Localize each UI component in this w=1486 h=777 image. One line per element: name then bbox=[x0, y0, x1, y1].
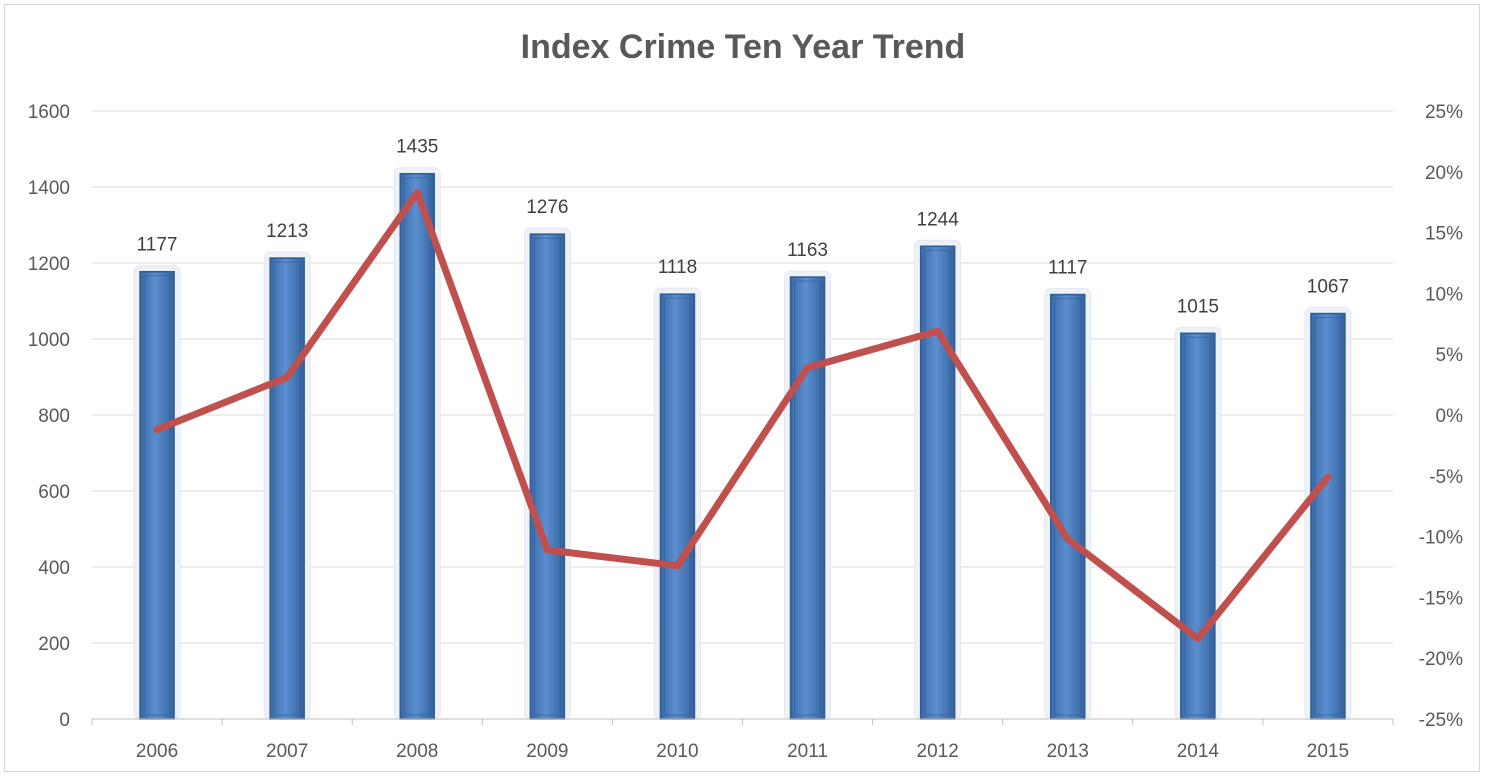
y-right-tick-label: -5% bbox=[1429, 467, 1463, 488]
bar bbox=[399, 172, 435, 720]
bar-data-label: 1117 bbox=[1048, 258, 1087, 279]
bar-bevel bbox=[794, 280, 822, 716]
axes: 0 200 400 600 800 1000 1200 1400 1600 -25% -20% -15… bbox=[28, 102, 1463, 762]
y-right-tick-label: -20% bbox=[1419, 649, 1463, 670]
y-left-tick-label: 200 bbox=[38, 634, 70, 655]
data-labels: 1177 1213 1435 1276 1118 1163 1244 1117 1015 1067 bbox=[137, 137, 1349, 318]
line-series-path bbox=[153, 188, 1332, 643]
bar-data-label: 1067 bbox=[1307, 277, 1349, 298]
y-right-tick-label: 5% bbox=[1436, 345, 1464, 366]
bar-data-label: 1435 bbox=[396, 137, 438, 158]
bar-bevel bbox=[663, 297, 691, 716]
bar-bevel bbox=[533, 237, 561, 716]
x-tick-label: 2013 bbox=[1047, 741, 1089, 762]
y-right-tick-label: 25% bbox=[1425, 102, 1463, 123]
y-left-tick-label: 1000 bbox=[28, 330, 70, 351]
x-tick-label: 2007 bbox=[266, 741, 308, 762]
y-left-tick-label: 400 bbox=[38, 558, 70, 579]
y-left-tick-label: 1600 bbox=[28, 102, 70, 123]
bar-data-label: 1244 bbox=[917, 209, 960, 230]
x-tick-label: 2006 bbox=[136, 741, 178, 762]
bar-bevel bbox=[924, 249, 952, 716]
y-left-tick-label: 1200 bbox=[28, 254, 70, 275]
bar bbox=[919, 245, 956, 720]
y-left-tick-label: 1400 bbox=[28, 178, 70, 199]
y-right-tick-label: 10% bbox=[1425, 284, 1463, 305]
bar bbox=[1050, 293, 1086, 720]
bar bbox=[269, 257, 305, 720]
bar-data-label: 1177 bbox=[137, 235, 178, 256]
x-tick-label: 2010 bbox=[656, 741, 698, 762]
line-series bbox=[153, 188, 1332, 643]
y-right-tick-label: -25% bbox=[1419, 710, 1463, 731]
bar bbox=[1310, 312, 1346, 720]
y-left-tick-label: 0 bbox=[59, 710, 70, 731]
bar bbox=[139, 270, 175, 720]
y-right-tick-label: 0% bbox=[1436, 406, 1464, 427]
bar-bevel bbox=[1054, 298, 1082, 716]
bar-bevel bbox=[143, 275, 171, 716]
bar-series bbox=[133, 167, 1352, 720]
y-right-tick-label: -10% bbox=[1419, 528, 1463, 549]
bar bbox=[1180, 332, 1216, 720]
y-right-tick-label: 15% bbox=[1425, 224, 1463, 245]
y-left-tick-label: 600 bbox=[38, 482, 70, 503]
y-right-tick-label: -15% bbox=[1419, 588, 1463, 609]
chart-title: Index Crime Ten Year Trend bbox=[520, 28, 966, 66]
bar-data-label: 1276 bbox=[526, 197, 568, 218]
x-tick-label: 2011 bbox=[787, 741, 828, 762]
bar-data-label: 1163 bbox=[787, 240, 828, 261]
y-right-tick-label: 20% bbox=[1425, 163, 1463, 184]
bar bbox=[529, 233, 566, 720]
bar-bevel bbox=[273, 261, 301, 716]
chart-frame bbox=[4, 4, 1480, 772]
y-left-tick-label: 800 bbox=[38, 406, 70, 427]
x-tick-label: 2009 bbox=[526, 741, 568, 762]
x-tick-label: 2008 bbox=[396, 741, 438, 762]
bar-bevel bbox=[403, 177, 431, 716]
x-tick-label: 2015 bbox=[1307, 741, 1349, 762]
x-tick-label: 2014 bbox=[1177, 741, 1220, 762]
bar bbox=[659, 293, 696, 720]
bar bbox=[789, 276, 826, 720]
bar-bevel bbox=[1184, 336, 1212, 716]
bar-data-label: 1213 bbox=[266, 221, 308, 242]
bar-bevel bbox=[1314, 317, 1342, 716]
bar-data-label: 1118 bbox=[658, 257, 697, 278]
bar-data-label: 1015 bbox=[1177, 296, 1219, 317]
x-tick-label: 2012 bbox=[917, 741, 959, 762]
